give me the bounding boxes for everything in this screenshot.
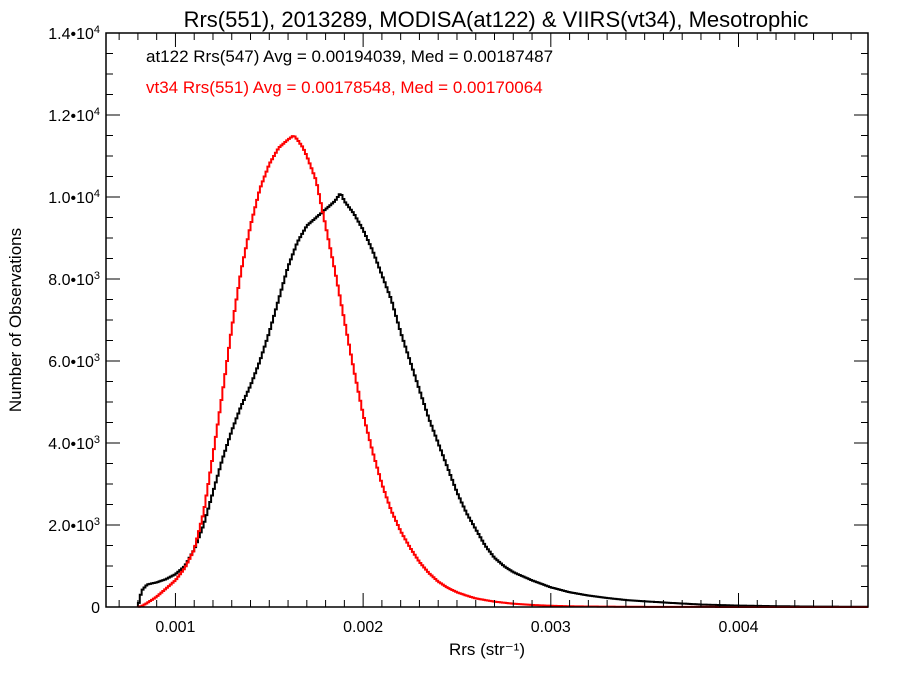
annotation-red: vt34 Rrs(551) Avg = 0.00178548, Med = 0.… (146, 78, 543, 97)
x-tick-label: 0.001 (155, 619, 195, 636)
y-tick-label: 0 (91, 600, 100, 617)
y-tick-label: 1.2•104 (48, 106, 100, 125)
annotation-black: at122 Rrs(547) Avg = 0.00194039, Med = 0… (146, 47, 553, 66)
y-tick-label: 6.0•103 (48, 352, 100, 371)
y-tick-label: 8.0•103 (48, 270, 100, 289)
y-axis-ticks: 0 2.0•103 4.0•103 6.0•103 8.0•103 1.0•104 1.2•… (48, 24, 868, 617)
x-axis-ticks: 0.001 0.002 0.003 0.004 (118, 33, 852, 636)
y-axis-label: Number of Observations (6, 228, 25, 412)
x-tick-label: 0.003 (531, 619, 571, 636)
x-tick-label: 0.004 (718, 619, 758, 636)
y-tick-label: 1.0•104 (48, 188, 100, 207)
x-axis-label: Rrs (str⁻¹) (449, 640, 525, 659)
y-tick-label: 2.0•103 (48, 516, 100, 535)
chart-title: Rrs(551), 2013289, MODISA(at122) & VIIRS… (184, 7, 809, 32)
y-tick-label: 4.0•103 (48, 434, 100, 453)
y-tick-label: 1.4•104 (48, 24, 100, 43)
series-line-0 (136, 193, 868, 608)
x-tick-label: 0.002 (343, 619, 383, 636)
